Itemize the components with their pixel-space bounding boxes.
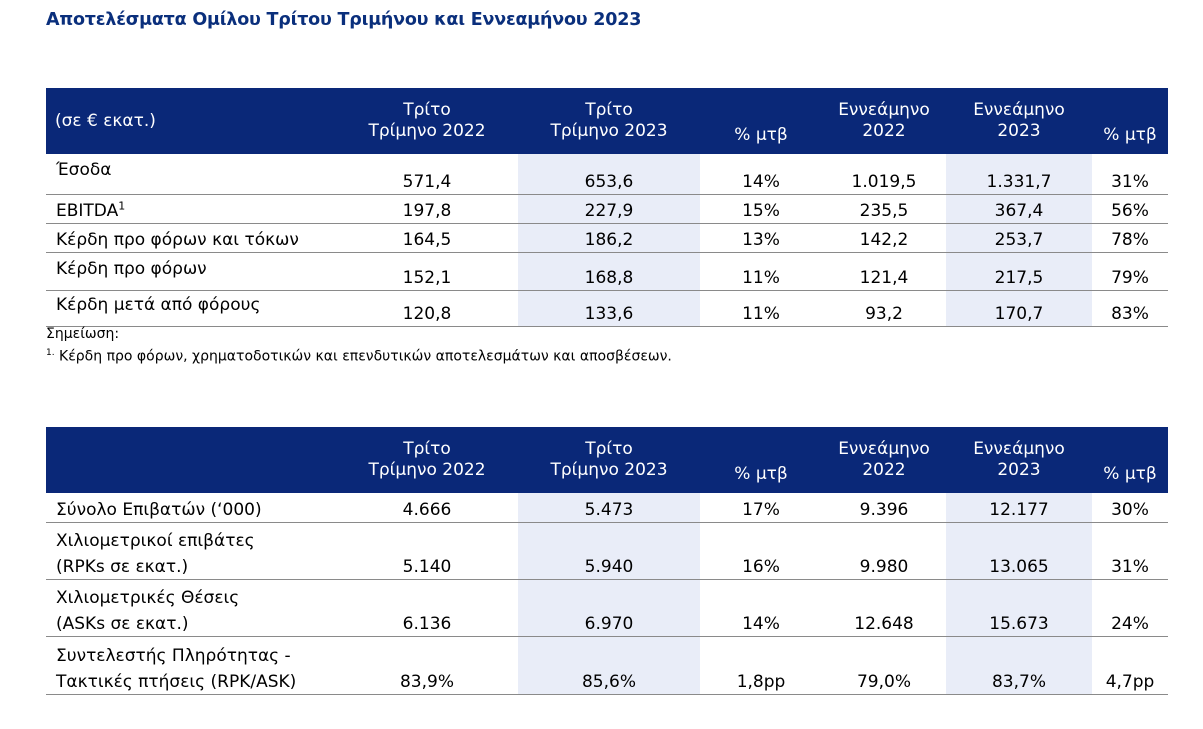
cell: 15% bbox=[700, 194, 822, 224]
cell: 5.940 bbox=[518, 522, 700, 580]
cell: 5.473 bbox=[518, 493, 700, 523]
cell: 9.396 bbox=[822, 493, 946, 523]
cell: 217,5 bbox=[946, 252, 1092, 291]
header-q3-2022: Τρίτο Τρίμηνο 2022 bbox=[336, 427, 518, 493]
cell: 24% bbox=[1092, 579, 1168, 637]
cell: 79% bbox=[1092, 252, 1168, 291]
table-header-row: (σε € εκατ.) Τρίτο Τρίμηνο 2022 Τρίτο Τρίμ… bbox=[46, 88, 1168, 154]
cell: 17% bbox=[700, 493, 822, 523]
table-row: Έσοδα 571,4 653,6 14% 1.019,5 1.331,7 31… bbox=[46, 154, 1168, 195]
table-row: Συντελεστής Πληρότητας - Τακτικές πτήσεις… bbox=[46, 636, 1168, 695]
cell: 1,8pp bbox=[700, 636, 822, 695]
cell: 93,2 bbox=[822, 290, 946, 327]
unit-label bbox=[46, 427, 336, 493]
cell: 1.019,5 bbox=[822, 154, 946, 195]
cell: 142,2 bbox=[822, 223, 946, 253]
table-row: Σύνολο Επιβατών (‘000) 4.666 5.473 17% 9… bbox=[46, 493, 1168, 523]
cell: 164,5 bbox=[336, 223, 518, 253]
cell: 15.673 bbox=[946, 579, 1092, 637]
table-row: Χιλιομετρικές Θέσεις (ASKs σε εκατ.) 6.13… bbox=[46, 579, 1168, 637]
header-yoy-quarter: % μτβ bbox=[700, 427, 822, 493]
row-label: Χιλιομετρικοί επιβάτες (RPKs σε εκατ.) bbox=[46, 522, 336, 580]
table-row: Κέρδη προ φόρων και τόκων 164,5 186,2 13… bbox=[46, 223, 1168, 253]
cell: 5.140 bbox=[336, 522, 518, 580]
header-q3-2022: Τρίτο Τρίμηνο 2022 bbox=[336, 88, 518, 154]
cell: 1.331,7 bbox=[946, 154, 1092, 195]
table-row: Κέρδη μετά από φόρους 120,8 133,6 11% 93… bbox=[46, 290, 1168, 327]
cell: 13.065 bbox=[946, 522, 1092, 580]
cell: 83,7% bbox=[946, 636, 1092, 695]
cell: 170,7 bbox=[946, 290, 1092, 327]
cell: 12.177 bbox=[946, 493, 1092, 523]
financial-results-table: (σε € εκατ.) Τρίτο Τρίμηνο 2022 Τρίτο Τρίμ… bbox=[46, 88, 1168, 327]
row-label: Έσοδα bbox=[46, 154, 336, 195]
footnote-text: Κέρδη προ φόρων, χρηματοδοτικών και επεν… bbox=[59, 348, 672, 365]
cell: 83,9% bbox=[336, 636, 518, 695]
cell: 30% bbox=[1092, 493, 1168, 523]
cell: 120,8 bbox=[336, 290, 518, 327]
cell: 31% bbox=[1092, 522, 1168, 580]
row-label: Σύνολο Επιβατών (‘000) bbox=[46, 493, 336, 523]
table-header-row: Τρίτο Τρίμηνο 2022 Τρίτο Τρίμηνο 2023 % μτ… bbox=[46, 427, 1168, 493]
row-label: Κέρδη μετά από φόρους bbox=[46, 290, 336, 327]
cell: 197,8 bbox=[336, 194, 518, 224]
footnote-marker: 1. bbox=[46, 348, 55, 358]
table-row: Κέρδη προ φόρων 152,1 168,8 11% 121,4 21… bbox=[46, 252, 1168, 291]
header-yoy-9m: % μτβ bbox=[1092, 427, 1168, 493]
page-title: Αποτελέσματα Ομίλου Τρίτου Τριμήνου και … bbox=[46, 10, 642, 30]
cell: 85,6% bbox=[518, 636, 700, 695]
row-label: EBITDA1 bbox=[46, 194, 336, 224]
header-yoy-9m: % μτβ bbox=[1092, 88, 1168, 154]
cell: 367,4 bbox=[946, 194, 1092, 224]
cell: 152,1 bbox=[336, 252, 518, 291]
note-heading: Σημείωση: bbox=[46, 326, 120, 342]
cell: 16% bbox=[700, 522, 822, 580]
cell: 186,2 bbox=[518, 223, 700, 253]
cell: 14% bbox=[700, 579, 822, 637]
row-label: Χιλιομετρικές Θέσεις (ASKs σε εκατ.) bbox=[46, 579, 336, 637]
cell: 9.980 bbox=[822, 522, 946, 580]
header-9m-2022: Εννεάμηνο 2022 bbox=[822, 427, 946, 493]
cell: 12.648 bbox=[822, 579, 946, 637]
cell: 571,4 bbox=[336, 154, 518, 195]
cell: 4.666 bbox=[336, 493, 518, 523]
cell: 6.136 bbox=[336, 579, 518, 637]
header-9m-2022: Εννεάμηνο 2022 bbox=[822, 88, 946, 154]
cell: 14% bbox=[700, 154, 822, 195]
cell: 11% bbox=[700, 252, 822, 291]
header-9m-2023: Εννεάμηνο 2023 bbox=[946, 427, 1092, 493]
footnote-marker: 1 bbox=[118, 198, 126, 212]
cell: 11% bbox=[700, 290, 822, 327]
cell: 235,5 bbox=[822, 194, 946, 224]
row-label: Συντελεστής Πληρότητας - Τακτικές πτήσεις… bbox=[46, 636, 336, 695]
cell: 4,7pp bbox=[1092, 636, 1168, 695]
cell: 133,6 bbox=[518, 290, 700, 327]
footnote: 1. Κέρδη προ φόρων, χρηματοδοτικών και ε… bbox=[46, 348, 672, 365]
unit-label: (σε € εκατ.) bbox=[46, 88, 336, 154]
cell: 653,6 bbox=[518, 154, 700, 195]
cell: 78% bbox=[1092, 223, 1168, 253]
cell: 6.970 bbox=[518, 579, 700, 637]
table-row: Χιλιομετρικοί επιβάτες (RPKs σε εκατ.) 5.… bbox=[46, 522, 1168, 580]
header-yoy-quarter: % μτβ bbox=[700, 88, 822, 154]
table-row: EBITDA1 197,8 227,9 15% 235,5 367,4 56% bbox=[46, 194, 1168, 224]
cell: 121,4 bbox=[822, 252, 946, 291]
cell: 253,7 bbox=[946, 223, 1092, 253]
row-label: Κέρδη προ φόρων bbox=[46, 252, 336, 291]
cell: 227,9 bbox=[518, 194, 700, 224]
cell: 31% bbox=[1092, 154, 1168, 195]
cell: 56% bbox=[1092, 194, 1168, 224]
cell: 13% bbox=[700, 223, 822, 253]
cell: 79,0% bbox=[822, 636, 946, 695]
cell: 168,8 bbox=[518, 252, 700, 291]
row-label: Κέρδη προ φόρων και τόκων bbox=[46, 223, 336, 253]
header-q3-2023: Τρίτο Τρίμηνο 2023 bbox=[518, 88, 700, 154]
header-q3-2023: Τρίτο Τρίμηνο 2023 bbox=[518, 427, 700, 493]
header-9m-2023: Εννεάμηνο 2023 bbox=[946, 88, 1092, 154]
traffic-stats-table: Τρίτο Τρίμηνο 2022 Τρίτο Τρίμηνο 2023 % μτ… bbox=[46, 427, 1168, 695]
cell: 83% bbox=[1092, 290, 1168, 327]
